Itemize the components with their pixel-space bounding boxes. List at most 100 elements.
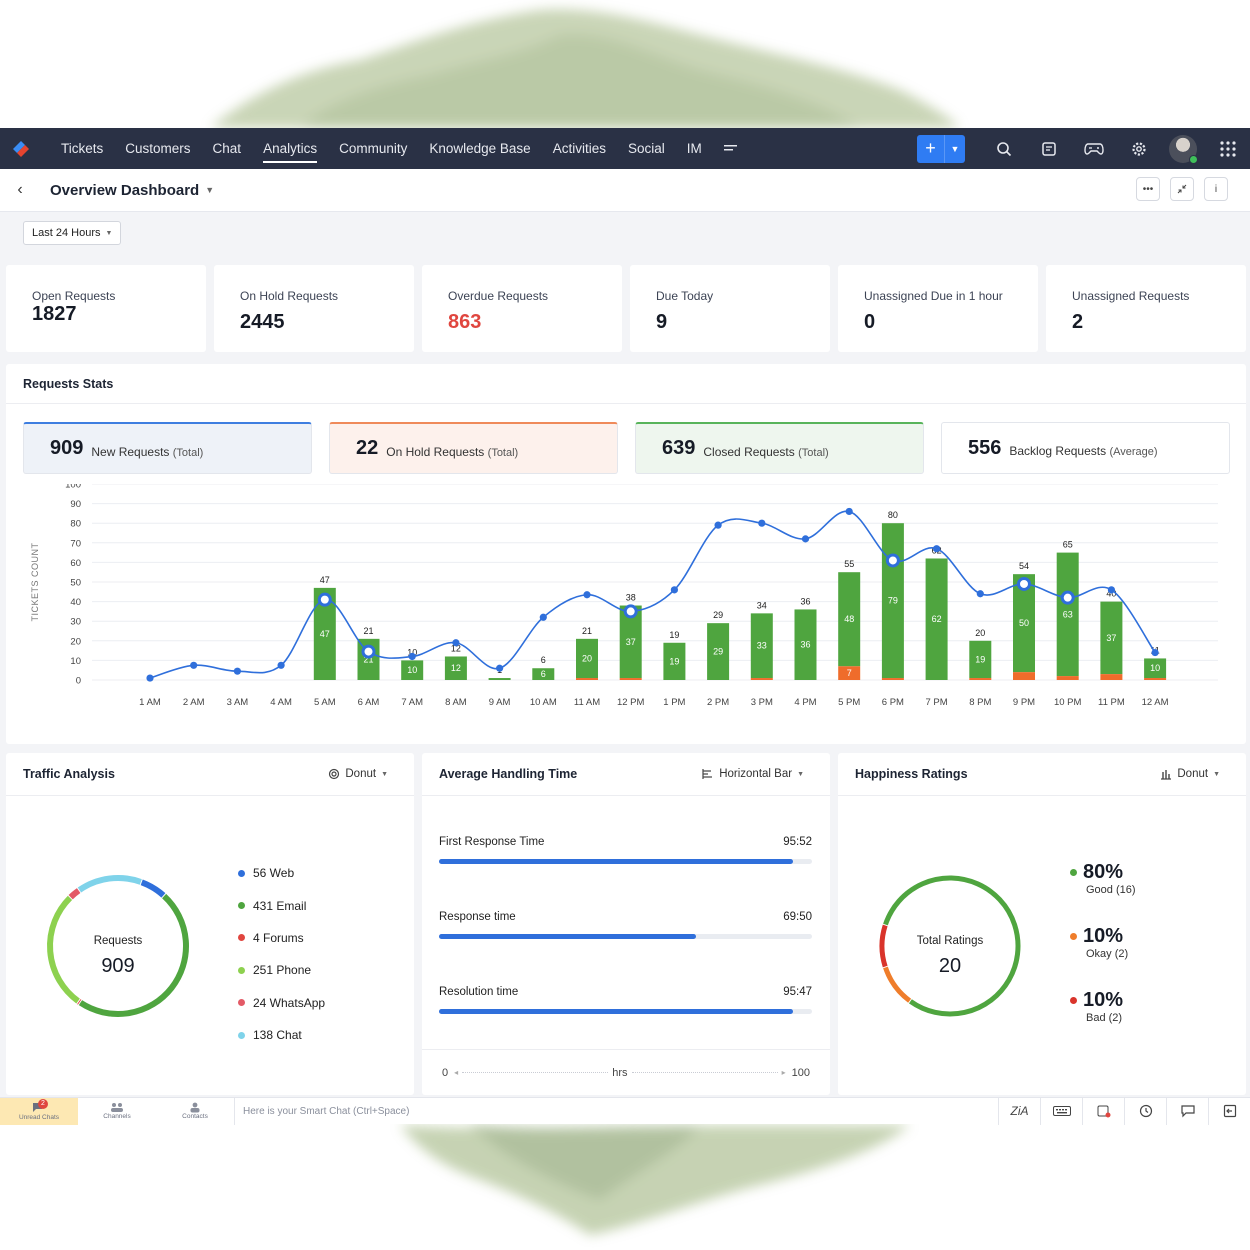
line-point[interactable]	[539, 613, 547, 621]
back-arrow-icon[interactable]: ‹	[17, 181, 23, 198]
legend-item-email[interactable]: 431 Email	[238, 889, 325, 921]
line-point[interactable]	[146, 674, 154, 682]
kpi-card-overdue-requests[interactable]: Overdue Requests 863	[422, 265, 622, 352]
collapse-icon[interactable]	[1170, 177, 1194, 201]
line-point[interactable]	[583, 591, 591, 599]
nav-tab-chat[interactable]: Chat	[212, 141, 242, 156]
bar-green[interactable]	[925, 558, 948, 680]
donut-segment[interactable]	[883, 875, 1021, 1017]
bar-green[interactable]	[707, 623, 730, 680]
info-icon[interactable]: i	[1204, 177, 1228, 201]
bar-green[interactable]	[794, 609, 817, 680]
bar-orange[interactable]	[838, 666, 861, 680]
bar-green[interactable]	[576, 638, 598, 679]
donut-segment[interactable]	[68, 888, 81, 900]
summary-card-closed[interactable]: 639 Closed Requests (Total)	[635, 422, 924, 474]
bar-green[interactable]	[401, 660, 424, 680]
bar-orange[interactable]	[619, 678, 642, 680]
bar-orange[interactable]	[881, 678, 904, 680]
donut-segment[interactable]	[78, 893, 189, 1017]
page-title[interactable]: Overview Dashboard	[50, 181, 200, 199]
kpi-card-unassigned-requests[interactable]: Unassigned Requests 2	[1046, 265, 1246, 352]
chevron-down-icon[interactable]: ▼	[205, 185, 215, 195]
chart-type-dropdown[interactable]: Horizontal Bar ▼	[702, 768, 804, 780]
bar-green[interactable]	[532, 668, 555, 680]
bar-green[interactable]	[663, 642, 686, 680]
smart-chat-input[interactable]: Here is your Smart Chat (Ctrl+Space)	[234, 1097, 998, 1125]
bar-green[interactable]	[838, 572, 861, 667]
line-point[interactable]	[758, 519, 766, 527]
line-point[interactable]	[496, 664, 504, 672]
line-point[interactable]	[1151, 648, 1159, 657]
nav-tab-analytics[interactable]: Analytics	[252, 128, 328, 169]
legend-item-web[interactable]: 56 Web	[238, 857, 325, 889]
rating-good[interactable]: 80% Good (16)	[1070, 861, 1136, 925]
plus-icon[interactable]: +	[917, 134, 945, 163]
app-logo[interactable]	[0, 128, 42, 169]
gear-icon[interactable]	[1116, 128, 1161, 169]
bar-orange[interactable]	[1144, 678, 1167, 680]
kpi-card-on-hold-requests[interactable]: On Hold Requests 2445	[214, 265, 414, 352]
donut-segment[interactable]	[883, 966, 912, 1003]
chart-type-dropdown[interactable]: Donut ▼	[1160, 768, 1220, 780]
nav-tab-customers[interactable]: Customers	[125, 141, 191, 156]
aht-row-first-response[interactable]: First Response Time 95:52	[439, 836, 812, 864]
line-point-highlight[interactable]	[361, 644, 376, 659]
donut-segment[interactable]	[47, 895, 80, 1004]
line-point[interactable]	[845, 507, 853, 516]
gamepad-icon[interactable]	[1071, 128, 1116, 169]
time-range-dropdown[interactable]: Last 24 Hours ▼	[23, 221, 122, 245]
bar-green[interactable]	[1056, 552, 1079, 677]
donut-segment[interactable]	[140, 879, 166, 898]
kpi-card-due-today[interactable]: Due Today 9	[630, 265, 830, 352]
bar-green[interactable]	[488, 678, 511, 680]
bar-green[interactable]	[313, 587, 336, 680]
bar-orange[interactable]	[1056, 676, 1079, 680]
avatar[interactable]	[1169, 134, 1198, 164]
bar-green[interactable]	[750, 613, 773, 679]
line-point[interactable]	[233, 667, 241, 675]
rating-bad[interactable]: 10% Bad (2)	[1070, 989, 1136, 1053]
summary-card-backlog[interactable]: 556 Backlog Requests (Average)	[941, 422, 1230, 474]
rating-okay[interactable]: 10% Okay (2)	[1070, 925, 1136, 989]
more-menu-icon[interactable]	[713, 128, 749, 169]
bar-green[interactable]	[969, 640, 992, 679]
chevron-down-icon[interactable]: ▼	[950, 143, 960, 154]
donut-segment[interactable]	[77, 875, 142, 893]
bar-orange[interactable]	[1100, 674, 1123, 680]
exit-icon[interactable]	[1208, 1097, 1250, 1125]
nav-tab-social[interactable]: Social	[627, 141, 665, 156]
nav-tab-knowledge-base[interactable]: Knowledge Base	[429, 141, 531, 156]
bar-orange[interactable]	[576, 678, 598, 680]
line-point[interactable]	[277, 661, 285, 669]
line-point-highlight[interactable]	[885, 553, 900, 568]
notification-icon[interactable]	[1082, 1097, 1124, 1125]
legend-item-chat[interactable]: 138 Chat	[238, 1019, 325, 1051]
nav-tab-im[interactable]: IM	[686, 141, 702, 156]
bar-green[interactable]	[1100, 601, 1123, 675]
legend-item-phone[interactable]: 251 Phone	[238, 954, 325, 986]
line-point[interactable]	[714, 521, 722, 529]
channels-tab[interactable]: Channels	[78, 1098, 156, 1125]
contacts-tab[interactable]: Contacts	[156, 1098, 234, 1125]
kpi-card-open-requests[interactable]: Open Requests 1827	[6, 265, 206, 352]
bar-orange[interactable]	[1013, 672, 1035, 680]
line-point[interactable]	[1107, 586, 1115, 594]
summary-card-new[interactable]: 909 New Requests (Total)	[23, 422, 312, 474]
line-point[interactable]	[670, 586, 679, 594]
legend-item-forums[interactable]: 4 Forums	[238, 922, 325, 954]
nav-tab-tickets[interactable]: Tickets	[61, 141, 104, 156]
more-options-icon[interactable]: •••	[1136, 177, 1160, 201]
line-point[interactable]	[190, 661, 198, 669]
donut-segment[interactable]	[879, 924, 888, 968]
line-point-highlight[interactable]	[1060, 590, 1075, 605]
new-item-button[interactable]: + ▼	[917, 134, 965, 163]
legend-item-whatsapp[interactable]: 24 WhatsApp	[238, 987, 325, 1019]
keyboard-icon[interactable]	[1040, 1097, 1082, 1125]
line-point[interactable]	[408, 652, 416, 661]
bar-green[interactable]	[619, 605, 642, 679]
line-point[interactable]	[452, 639, 460, 647]
line-point[interactable]	[976, 590, 984, 598]
search-icon[interactable]	[981, 128, 1026, 169]
aht-row-resolution[interactable]: Resolution time 95:47	[439, 986, 812, 1014]
